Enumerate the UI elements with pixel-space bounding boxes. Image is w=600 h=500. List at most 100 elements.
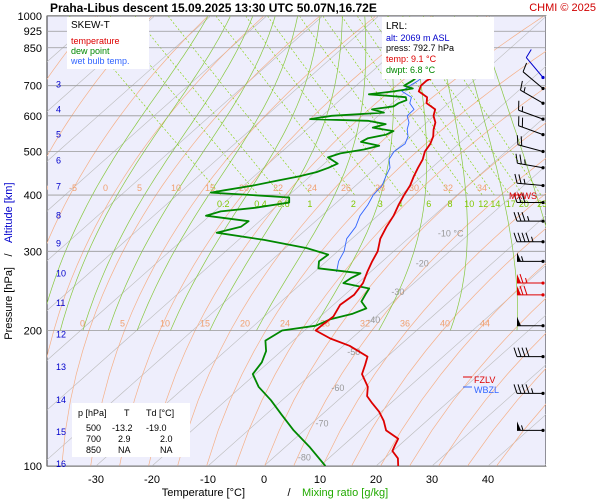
dry-adiabat-label: 20	[239, 183, 249, 193]
wind-barb	[515, 153, 545, 170]
isotherm-line	[207, 165, 546, 466]
mixing-ratio-label: 12	[478, 199, 488, 209]
wind-barb-pennant	[517, 252, 521, 262]
x-axis-label: Temperature [°C]	[162, 487, 245, 499]
series-temperature-line	[314, 75, 437, 466]
pressure-tick-label: 500	[24, 146, 42, 158]
legend-temperature: temperature	[71, 36, 120, 46]
altitude-tick-label: 12	[56, 329, 66, 339]
credit-label: CHMI © 2025	[529, 2, 596, 14]
mixing-ratio-label: 25	[537, 199, 547, 209]
isotherm-label: -70	[315, 418, 328, 428]
table-cell: 700	[86, 434, 101, 444]
dry-adiabat-line	[235, 86, 546, 466]
wind-barb-half-flag	[521, 256, 524, 262]
wind-barb-flag	[513, 347, 518, 357]
wbzl-marker: WBZL	[474, 385, 499, 395]
wind-barb-flag	[521, 232, 526, 242]
dry-adiabat-line	[293, 157, 546, 466]
mixing-ratio-label: 0.2	[217, 199, 230, 209]
wind-barb	[514, 173, 545, 188]
wind-barb-flag	[513, 384, 518, 394]
mixing-ratio-label: 20	[519, 199, 529, 209]
table-header-td: Td [°C]	[146, 408, 174, 418]
wind-barb	[525, 49, 545, 80]
wind-barb	[518, 116, 545, 137]
mixing-ratio-label: 10	[464, 199, 474, 209]
table-header-p: p [hPa]	[78, 408, 107, 418]
pressure-tick-label: 1000	[18, 11, 42, 23]
wind-barb	[518, 100, 545, 121]
lrl-dwpt: dwpt: 6.8 °C	[386, 65, 436, 75]
dry-adiabat-label: 0	[103, 183, 108, 193]
wind-barb-half-flag	[523, 178, 526, 185]
dry-adiabat-label: 24	[307, 183, 317, 193]
wind-barb-staff	[517, 182, 544, 187]
table-cell: 2.9	[118, 434, 131, 444]
mixing-ratio-label: 2	[351, 199, 356, 209]
isotherm-label: -80	[298, 452, 311, 462]
wind-barb-staff	[525, 57, 544, 78]
isotherm-label: -40	[367, 315, 380, 325]
dry-adiabat-line	[351, 227, 546, 466]
wind-barb-half-flag	[527, 216, 530, 222]
pressure-tick-label: 700	[24, 81, 42, 93]
table-cell: 2.0	[160, 434, 173, 444]
values-table: p [hPa] T Td [°C] 500 -13.2 -19.0 700 2.…	[72, 403, 190, 457]
dry-adiabat-label: 22	[273, 183, 283, 193]
dry-adiabat-label: 44	[480, 319, 490, 329]
temperature-tick-label: -30	[88, 474, 104, 486]
dry-adiabat-label: 32	[443, 183, 453, 193]
wind-barb-flag	[521, 384, 526, 394]
temperature-tick-label: 40	[482, 474, 494, 486]
y-axis-label-altitude: Altitude [km]	[3, 182, 15, 243]
legend-dewpoint: dew point	[71, 46, 110, 56]
temperature-tick-label: 10	[314, 474, 326, 486]
wind-barb-flag	[513, 212, 518, 222]
altitude-tick-label: 9	[56, 239, 61, 249]
dry-adiabat-label: 0	[80, 319, 85, 329]
mixing-ratio-label: 8	[447, 199, 452, 209]
dry-adiabat-line	[322, 192, 546, 466]
wind-barb-half-flag	[531, 388, 534, 394]
wind-barb-flag	[525, 384, 530, 394]
altitude-tick-label: 14	[56, 395, 66, 405]
altitude-tick-label: 16	[56, 459, 66, 469]
chart-title: Praha-Libus descent 15.09.2025 13:30 UTC…	[50, 1, 377, 15]
wind-barb-flag	[519, 154, 522, 165]
dry-adiabat-label: 10	[160, 319, 170, 329]
wind-barb	[517, 273, 545, 285]
wind-barb-flag	[519, 273, 524, 284]
dry-adiabat-label: 15	[200, 319, 210, 329]
wind-barb-flag	[525, 49, 532, 58]
altitude-tick-label: 7	[56, 181, 61, 191]
wind-barb	[517, 252, 545, 263]
isotherm-line	[47, 16, 155, 112]
lrl-press: press: 792.7 hPa	[386, 43, 454, 53]
wind-barb-flag	[517, 232, 522, 242]
isotherm-label: -20	[416, 259, 429, 269]
altitude-tick-label: 3	[56, 79, 61, 89]
mixing-ratio-label: 3	[378, 199, 383, 209]
mixing-ratio-label: 0.4	[254, 199, 267, 209]
isotherm-label: -30	[391, 287, 404, 297]
dry-adiabat-label: 10	[171, 183, 181, 193]
temperature-tick-label: 30	[426, 474, 438, 486]
wind-barb	[517, 421, 545, 432]
dry-adiabat-label: 30	[409, 183, 419, 193]
isotherm-line	[47, 16, 491, 411]
wind-barb	[517, 316, 545, 328]
y-axis-label: Pressure [hPa]	[3, 267, 15, 340]
dry-adiabat-label: 36	[400, 319, 410, 329]
wind-barb-staff	[518, 125, 544, 136]
isotherm-line	[47, 16, 379, 311]
wind-barb-half-flag	[521, 425, 524, 431]
isotherm-line	[151, 115, 546, 466]
table-cell: NA	[118, 445, 131, 455]
mixing-ratio-label: 1	[307, 199, 312, 209]
lrl-alt: alt: 2069 m ASL	[386, 33, 450, 43]
dry-adiabat-line	[264, 122, 546, 466]
wind-barb	[513, 384, 545, 395]
series-wet-bulb-temp--line	[336, 75, 425, 272]
table-cell: 850	[86, 445, 101, 455]
